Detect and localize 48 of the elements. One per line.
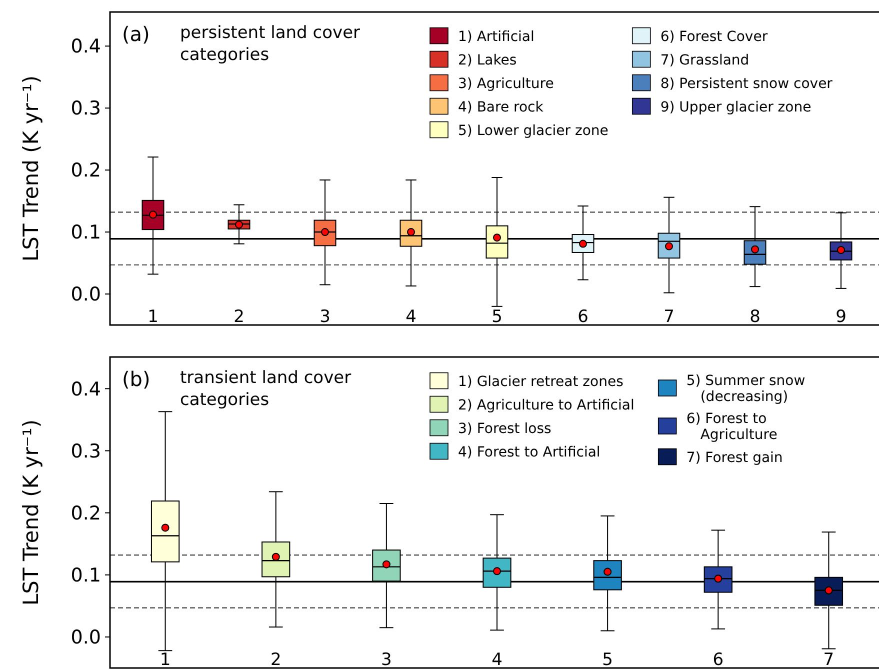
y-tick-label: 0.2 (70, 502, 101, 524)
y-tick-label: 0.1 (70, 222, 101, 244)
y-tick-label: 0.0 (70, 626, 101, 649)
legend-label: 4) Bare rock (458, 99, 544, 116)
x-tick-label: 2 (270, 650, 282, 670)
x-tick-label: 1 (148, 307, 158, 327)
legend-label: 5) Lower glacier zone (458, 122, 608, 139)
y-axis-title: LST Trend (K yr⁻¹) (19, 419, 43, 606)
legend-label: 3) Agriculture (458, 76, 554, 92)
legend-label: 7) Grassland (660, 52, 750, 68)
x-tick-label: 9 (836, 307, 846, 327)
legend-label: 2) Agriculture to Artificial (458, 397, 634, 414)
x-tick-label: 7 (664, 307, 674, 327)
y-tick-label: 0.2 (70, 160, 101, 182)
legend-label: 7) Forest gain (686, 450, 783, 466)
text: (a) (122, 22, 150, 46)
text: transient land cover categories (180, 368, 352, 410)
legend-label: 6) Forest Cover (660, 28, 768, 45)
legend-label: 3) Forest loss (458, 420, 552, 437)
x-tick-label: 3 (320, 307, 330, 327)
text: (b) (122, 367, 150, 391)
x-tick-label: 8 (750, 307, 760, 327)
legend-label: 8) Persistent snow cover (660, 76, 833, 92)
x-tick-label: 5 (602, 650, 613, 670)
text: persistent land cover categories (180, 23, 360, 65)
legend-label: 6) Forest to Agriculture (686, 411, 778, 443)
x-tick-label: 6 (578, 307, 588, 327)
y-tick-label: 0.3 (70, 98, 101, 120)
y-axis-title: LST Trend (K yr⁻¹) (19, 75, 43, 262)
x-tick-label: 7 (823, 650, 834, 670)
y-tick-label: 0.3 (70, 440, 101, 462)
y-tick-label: 0.0 (70, 284, 101, 306)
legend-label: 5) Summer snow (decreasing) (686, 373, 806, 405)
x-tick-label: 4 (406, 307, 416, 327)
x-tick-label: 5 (492, 307, 502, 327)
y-tick-label: 0.4 (70, 36, 101, 58)
x-tick-label: 1 (160, 650, 171, 670)
x-tick-label: 3 (381, 650, 392, 670)
legend-label: 1) Artificial (458, 28, 534, 45)
x-tick-label: 6 (712, 650, 724, 670)
legend-label: 2) Lakes (458, 52, 517, 68)
legend-label: 9) Upper glacier zone (660, 99, 812, 116)
legend-label: 1) Glacier retreat zones (458, 374, 624, 390)
y-tick-label: 0.4 (70, 378, 101, 400)
legend-label: 4) Forest to Artificial (458, 444, 600, 460)
x-tick-label: 2 (234, 307, 244, 327)
y-tick-label: 0.1 (70, 564, 101, 587)
x-tick-label: 4 (492, 650, 502, 670)
